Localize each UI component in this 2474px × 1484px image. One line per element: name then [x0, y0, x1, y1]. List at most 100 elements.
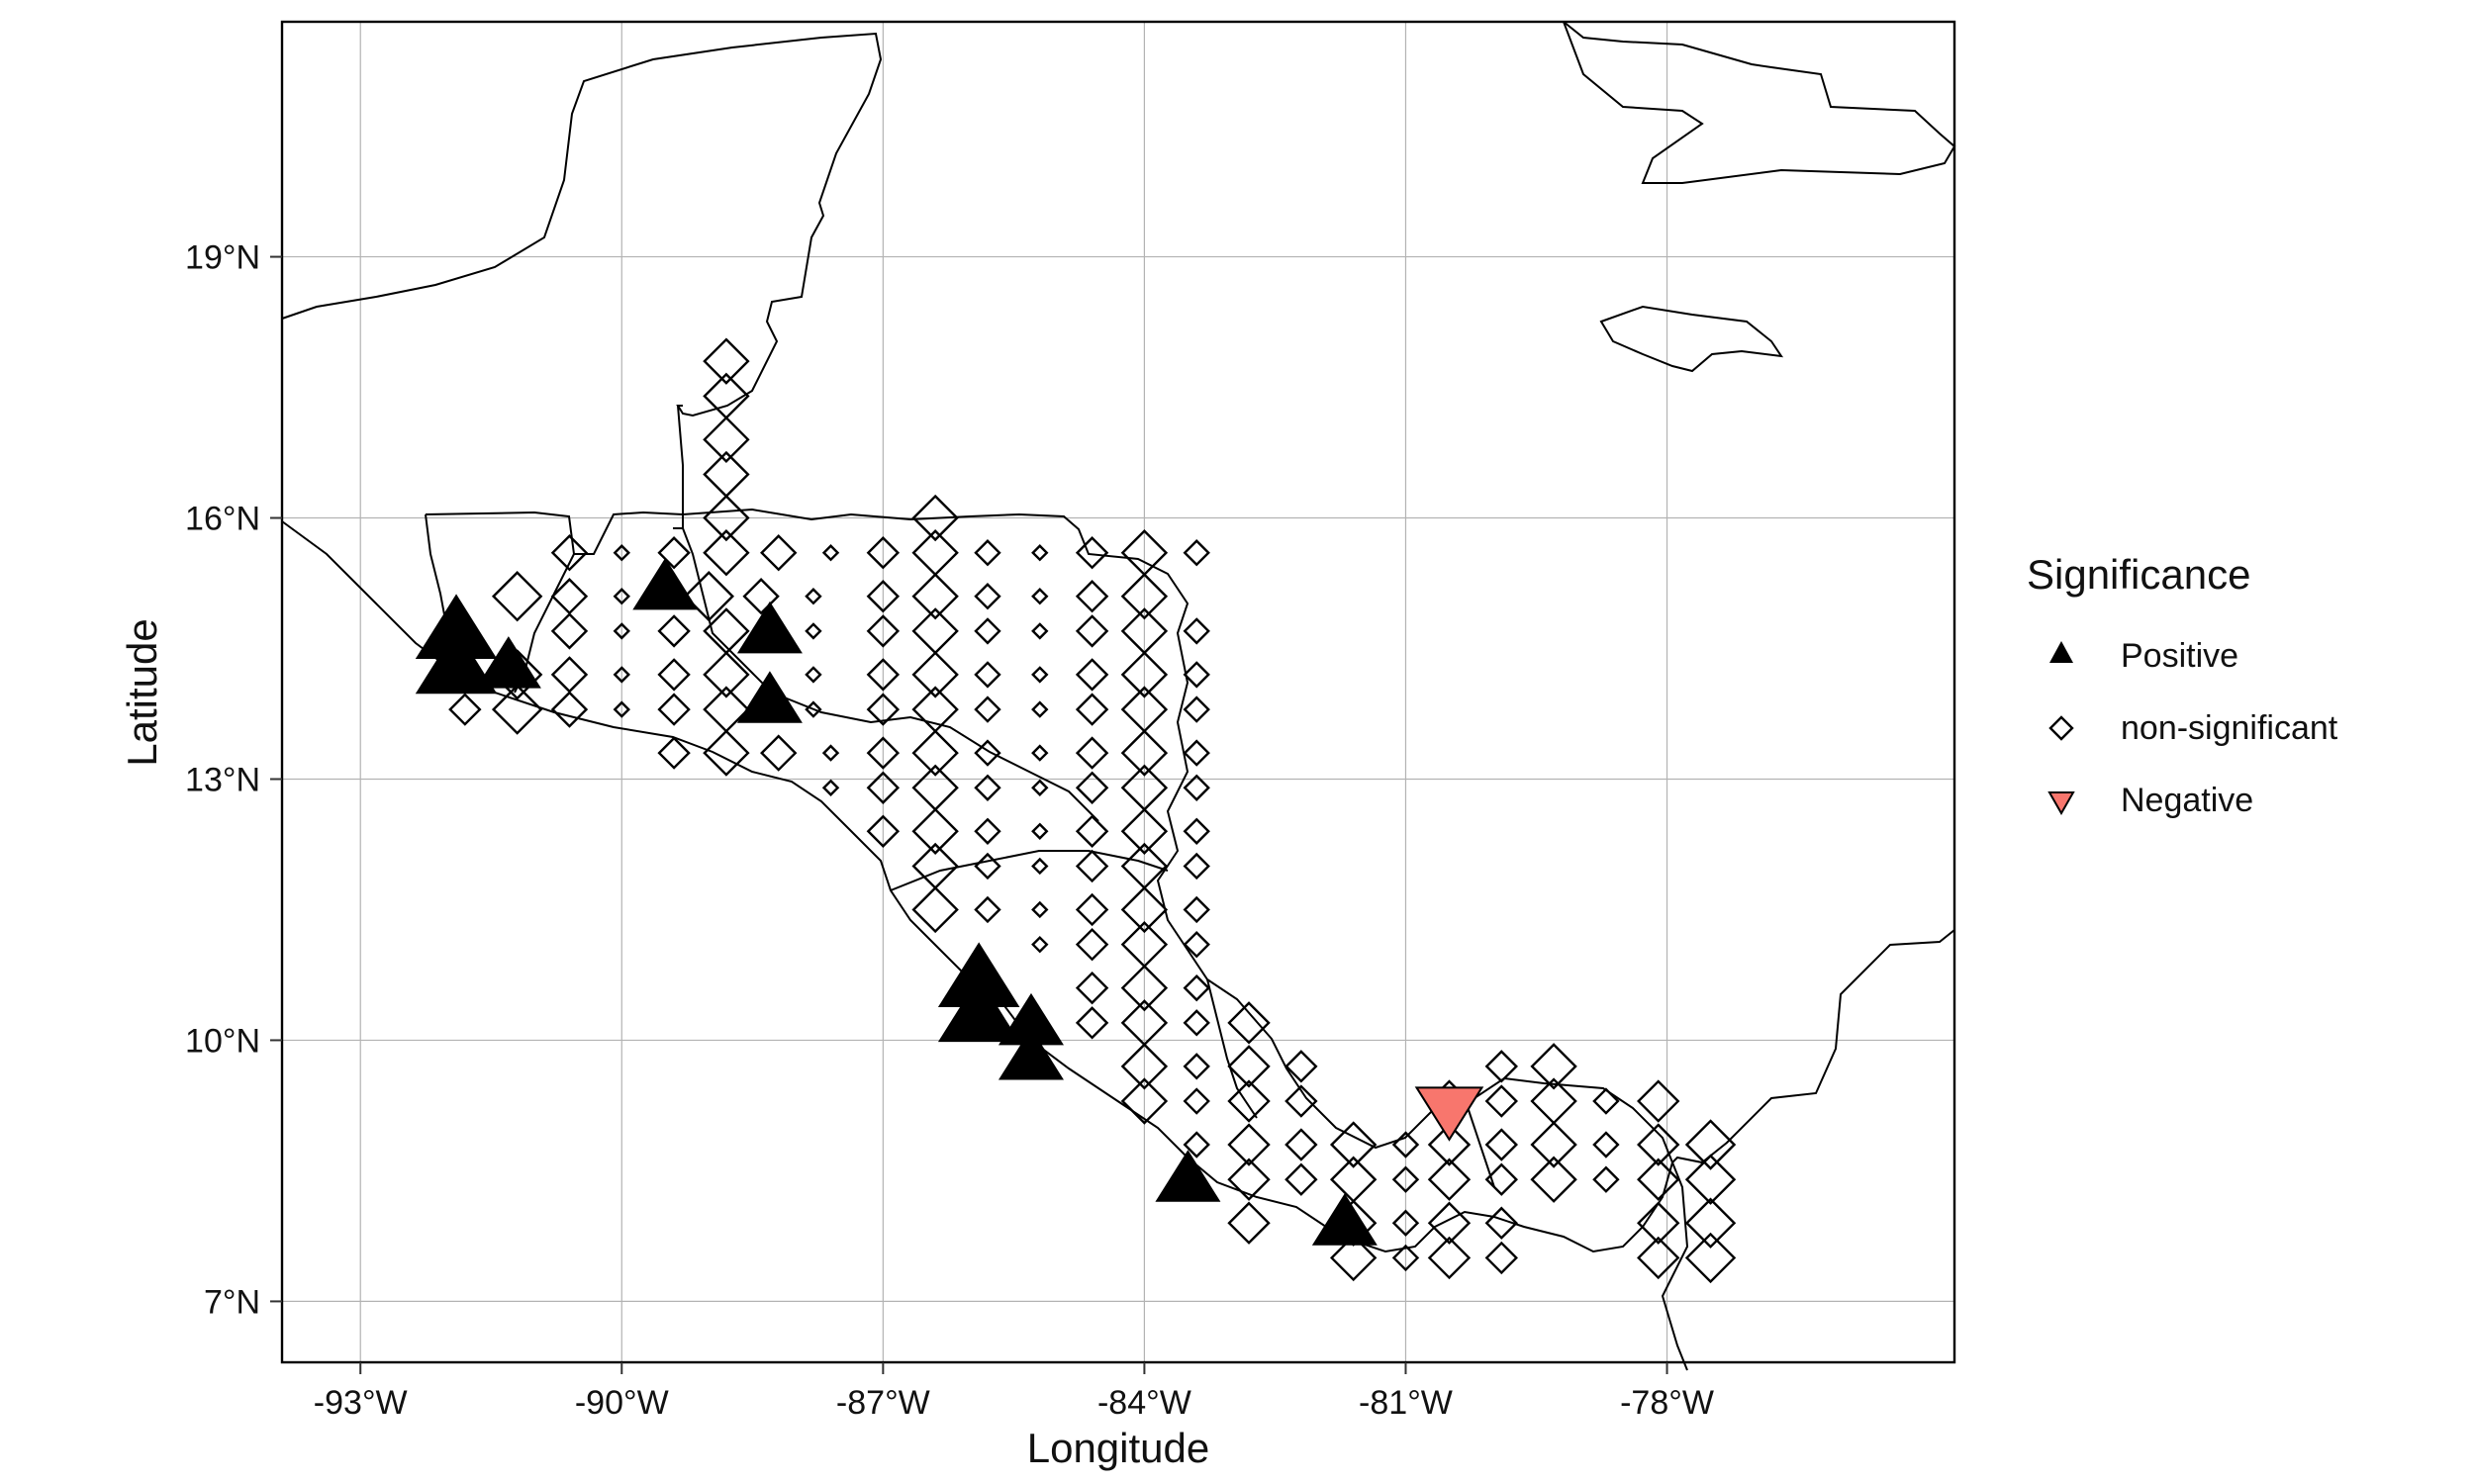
legend-item-non-significant: non-significant [2048, 709, 2338, 747]
non-significant-point [1183, 696, 1210, 723]
positive-point [1155, 1150, 1221, 1202]
non-significant-point [1484, 1162, 1518, 1196]
positive-point [736, 671, 803, 723]
non-significant-point [1183, 617, 1210, 645]
non-significant-point [866, 736, 901, 770]
y-axis-title: Latitude [119, 618, 165, 766]
non-significant-point [1183, 852, 1210, 881]
non-significant-point [1075, 814, 1109, 848]
non-significant-point [911, 607, 959, 655]
non-significant-point [1120, 651, 1169, 698]
non-significant-point [1075, 614, 1109, 648]
non-significant-point [866, 580, 901, 613]
non-significant-point [866, 771, 901, 804]
non-significant-point [1391, 1165, 1420, 1193]
x-tick-label: -93°W [314, 1384, 408, 1422]
non-significant-point [805, 666, 822, 684]
coastline-yucatan [281, 32, 883, 417]
non-significant-point [1031, 900, 1049, 919]
y-tick-label: 13°N [185, 761, 260, 798]
non-significant-point [1427, 1236, 1472, 1280]
non-significant-point [1637, 1123, 1680, 1166]
x-axis: -93°W -90°W -87°W -84°W -81°W -78°W [314, 1362, 1714, 1422]
non-significant-point [1427, 1201, 1472, 1245]
non-significant-point [703, 337, 750, 385]
non-significant-point [1684, 1119, 1737, 1170]
x-tick-label: -78°W [1620, 1384, 1714, 1422]
non-significant-point [760, 534, 798, 572]
non-significant-point [866, 693, 901, 726]
non-significant-point [911, 842, 959, 890]
non-significant-point [974, 774, 1001, 801]
non-significant-point [866, 536, 901, 570]
y-tick-label: 10°N [185, 1022, 260, 1060]
non-significant-point [1075, 658, 1109, 692]
non-significant-point [550, 612, 589, 650]
non-significant-point [613, 622, 630, 640]
non-significant-point [821, 544, 840, 562]
non-significant-point [1227, 1158, 1271, 1201]
non-significant-point [974, 852, 1001, 881]
positive-point [736, 601, 803, 654]
non-significant-point [1684, 1197, 1737, 1249]
non-significant-point [974, 817, 1001, 845]
non-significant-point [1031, 666, 1049, 684]
legend-item-positive: Positive [2049, 637, 2238, 675]
non-significant-point [1120, 729, 1169, 777]
y-tick-label: 7°N [204, 1283, 260, 1321]
non-significant-point [1684, 1232, 1737, 1284]
non-significant-point [657, 736, 691, 770]
non-significant-point [657, 693, 691, 726]
non-significant-point [1391, 1209, 1420, 1237]
positive-point [1311, 1193, 1378, 1246]
coastline-mexico-gulf [673, 405, 684, 529]
non-significant-point [1285, 1128, 1318, 1161]
border-panama [1464, 1097, 1495, 1188]
non-significant-point [1285, 1084, 1318, 1118]
non-significant-point [550, 656, 589, 694]
non-significant-point [1391, 1131, 1420, 1159]
non-significant-point [1637, 1236, 1680, 1280]
legend-label-negative: Negative [2121, 782, 2253, 819]
non-significant-point [866, 614, 901, 648]
non-significant-point [1031, 744, 1049, 762]
non-significant-point [613, 700, 630, 718]
non-significant-point [550, 534, 589, 572]
positive-point [415, 594, 498, 660]
x-tick-label: -90°W [575, 1384, 669, 1422]
non-significant-point [657, 536, 691, 570]
y-tick-label: 19°N [185, 239, 260, 277]
non-significant-point [491, 684, 543, 735]
non-significant-point [1120, 964, 1169, 1012]
positive-point [998, 1028, 1064, 1080]
non-significant-point [703, 416, 750, 464]
non-significant-point [911, 729, 959, 777]
non-significant-point [1075, 771, 1109, 804]
non-significant-point [1484, 1128, 1518, 1161]
border-honduras [771, 692, 1099, 822]
non-significant-point [448, 693, 482, 726]
non-significant-point [1075, 971, 1109, 1005]
non-significant-point [1530, 1043, 1577, 1090]
plot-panel-border [280, 20, 1956, 1364]
non-significant-point [1227, 1201, 1271, 1245]
non-significant-point [1329, 1234, 1378, 1282]
non-significant-point [911, 494, 959, 542]
non-significant-point [1484, 1050, 1518, 1083]
non-significant-point [613, 588, 630, 605]
y-tick-label: 16°N [185, 501, 260, 538]
legend-label-non-significant: non-significant [2121, 709, 2338, 747]
non-significant-point [866, 814, 901, 848]
border-costarica [1206, 978, 1258, 1119]
legend-positive-triangle-icon [2049, 641, 2073, 663]
non-significant-point [974, 539, 1001, 567]
non-significant-point [1031, 822, 1049, 840]
non-significant-point [703, 686, 750, 733]
non-significant-point [491, 571, 543, 622]
non-significant-point [1075, 1006, 1109, 1040]
non-significant-point [911, 651, 959, 698]
non-significant-point [1637, 1158, 1680, 1201]
non-significant-point [821, 779, 840, 796]
non-significant-point [974, 696, 1001, 723]
